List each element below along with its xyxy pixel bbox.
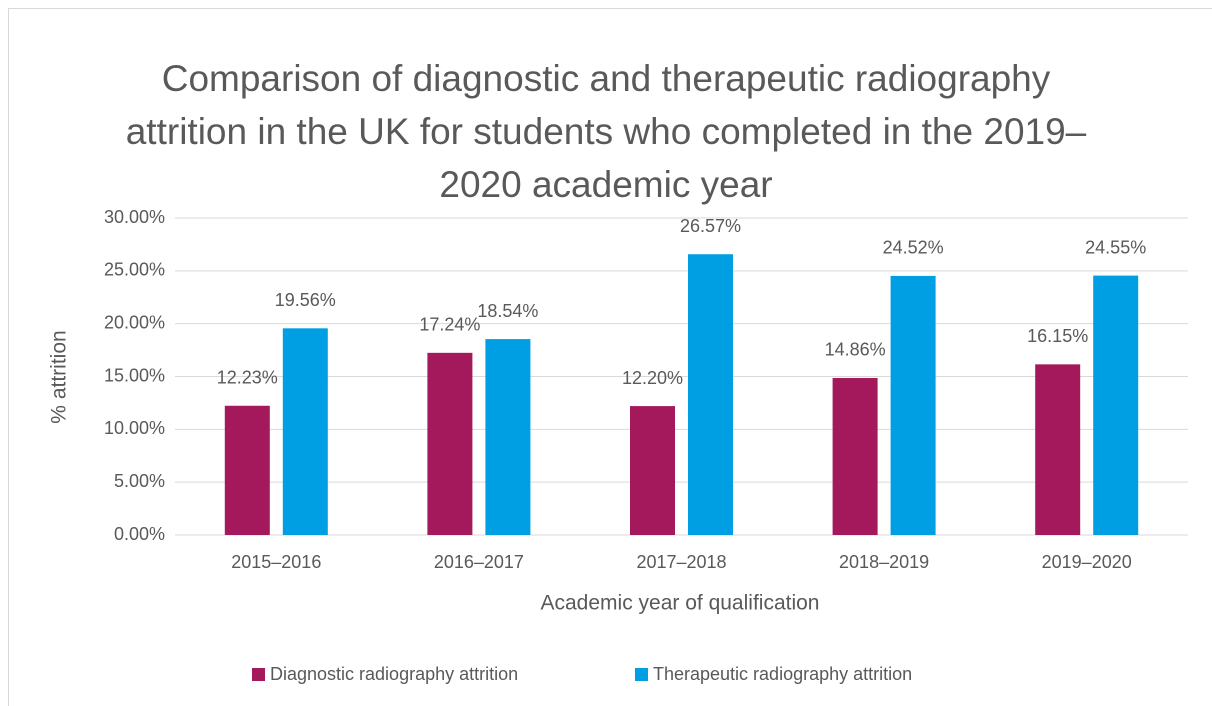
data-label: 26.57% xyxy=(680,216,741,236)
bar xyxy=(890,275,936,535)
y-tick-label: 0.00% xyxy=(114,524,165,544)
y-tick-label: 15.00% xyxy=(104,365,165,385)
bar xyxy=(427,352,473,535)
legend-swatch xyxy=(252,668,265,681)
bar xyxy=(832,377,878,535)
y-tick-label: 5.00% xyxy=(114,471,165,491)
legend-label: Therapeutic radiography attrition xyxy=(653,664,912,684)
data-label: 24.52% xyxy=(883,238,944,258)
x-tick-label: 2017–2018 xyxy=(636,552,726,572)
chart-title: Comparison of diagnostic and therapeutic… xyxy=(125,58,1087,205)
bar xyxy=(688,254,733,536)
bar xyxy=(1093,275,1139,535)
data-label: 19.56% xyxy=(275,290,336,310)
x-tick-label: 2015–2016 xyxy=(231,552,321,572)
y-axis-title: % attrition xyxy=(48,330,71,423)
bar xyxy=(485,339,531,535)
bar xyxy=(630,406,675,535)
y-tick-label: 25.00% xyxy=(104,260,165,280)
x-tick-label: 2016–2017 xyxy=(434,552,524,572)
data-label: 12.23% xyxy=(217,368,278,388)
legend-label: Diagnostic radiography attrition xyxy=(270,664,518,684)
x-tick-label: 2019–2020 xyxy=(1042,552,1132,572)
data-label: 17.24% xyxy=(419,315,480,335)
data-label: 12.20% xyxy=(622,368,683,388)
x-axis-title: Academic year of qualification xyxy=(541,592,820,615)
bar xyxy=(1035,364,1081,535)
data-label: 24.55% xyxy=(1085,237,1146,257)
bar xyxy=(224,405,270,535)
data-label: 18.54% xyxy=(477,301,538,321)
bar xyxy=(282,328,328,535)
data-label: 14.86% xyxy=(825,340,886,360)
y-tick-label: 10.00% xyxy=(104,418,165,438)
y-tick-label: 30.00% xyxy=(104,207,165,227)
data-label: 16.15% xyxy=(1027,326,1088,346)
y-tick-label: 20.00% xyxy=(104,312,165,332)
legend-swatch xyxy=(635,668,648,681)
x-tick-label: 2018–2019 xyxy=(839,552,929,572)
chart-border xyxy=(8,8,1212,706)
